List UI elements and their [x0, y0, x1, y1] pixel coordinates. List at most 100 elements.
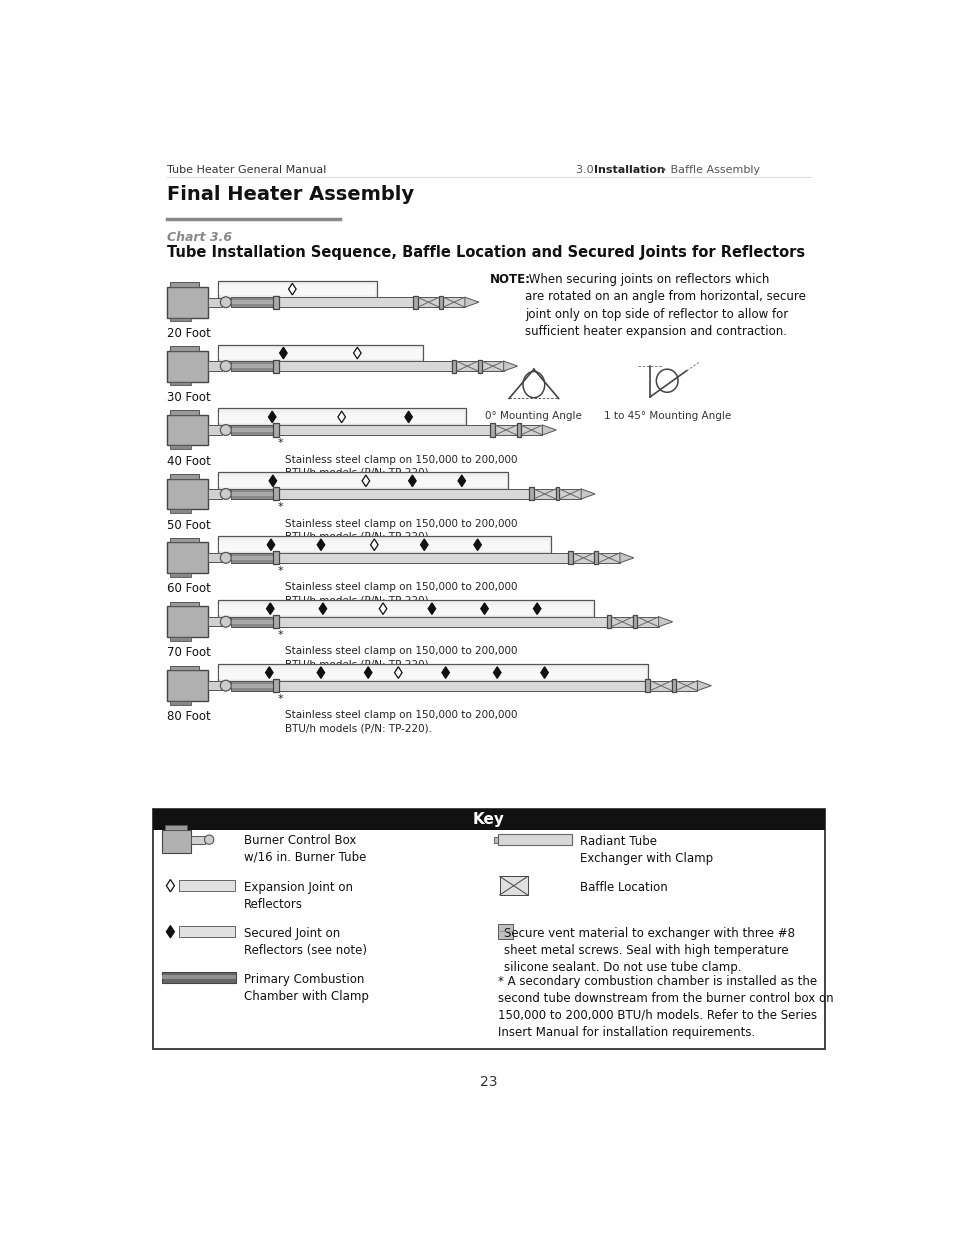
Bar — [217, 600, 593, 618]
Bar — [208, 553, 221, 562]
Polygon shape — [316, 667, 324, 678]
Bar — [171, 637, 191, 641]
Bar — [217, 472, 508, 489]
Text: Radiant Tube
Exchanger with Clamp: Radiant Tube Exchanger with Clamp — [579, 835, 713, 864]
Circle shape — [204, 835, 213, 845]
Bar — [162, 976, 235, 979]
Bar — [649, 680, 671, 690]
Bar — [162, 830, 192, 852]
Bar — [594, 551, 598, 564]
Text: 1 to 45° Mounting Angle: 1 to 45° Mounting Angle — [603, 411, 731, 421]
Bar — [208, 425, 221, 435]
Polygon shape — [428, 603, 436, 615]
Text: • Baffle Assembly: • Baffle Assembly — [657, 164, 760, 175]
Polygon shape — [408, 475, 416, 487]
Polygon shape — [319, 603, 326, 615]
Circle shape — [220, 552, 231, 563]
Text: 3.0: 3.0 — [576, 164, 597, 175]
Bar — [231, 553, 274, 563]
Polygon shape — [420, 538, 428, 551]
Bar — [637, 616, 658, 626]
Polygon shape — [540, 667, 548, 678]
Bar — [167, 671, 208, 701]
Polygon shape — [542, 425, 556, 435]
Bar — [231, 298, 274, 308]
Bar — [208, 618, 221, 626]
Text: 20 Foot: 20 Foot — [167, 327, 211, 340]
Bar — [217, 536, 550, 553]
Bar — [219, 541, 549, 551]
Polygon shape — [658, 616, 672, 626]
Bar — [633, 615, 637, 629]
Bar — [219, 412, 464, 424]
Bar — [606, 615, 611, 629]
Text: Secure vent material to exchanger with three #8
sheet metal screws. Seal with hi: Secure vent material to exchanger with t… — [504, 927, 795, 974]
Text: 23: 23 — [479, 1076, 497, 1089]
Bar — [278, 680, 645, 690]
Bar — [278, 425, 490, 435]
Bar — [439, 295, 443, 309]
Bar — [171, 282, 198, 287]
Circle shape — [220, 680, 231, 692]
Bar — [417, 298, 439, 308]
Circle shape — [220, 425, 231, 436]
Bar — [171, 382, 191, 385]
Bar — [231, 492, 274, 496]
Bar — [167, 478, 208, 509]
Bar — [274, 424, 278, 436]
Bar — [167, 606, 208, 637]
Polygon shape — [464, 298, 478, 308]
Text: *: * — [277, 438, 283, 448]
Text: Stainless steel clamp on 150,000 to 200,000
BTU/h models (P/N: TP-220).: Stainless steel clamp on 150,000 to 200,… — [285, 583, 517, 605]
Bar — [217, 409, 465, 425]
Bar — [192, 836, 205, 844]
Polygon shape — [619, 553, 633, 563]
Bar — [171, 446, 191, 450]
Text: Burner Control Box
w/16 in. Burner Tube: Burner Control Box w/16 in. Burner Tube — [244, 834, 366, 863]
Polygon shape — [337, 411, 345, 422]
Bar — [274, 359, 278, 373]
Bar — [572, 553, 594, 563]
Polygon shape — [288, 283, 295, 295]
Bar — [490, 424, 495, 436]
Bar — [208, 680, 221, 690]
Text: 80 Foot: 80 Foot — [167, 710, 211, 724]
Bar — [493, 836, 497, 842]
Text: Tube Heater General Manual: Tube Heater General Manual — [167, 164, 326, 175]
Bar — [274, 551, 278, 564]
Polygon shape — [316, 538, 324, 551]
Bar — [208, 489, 221, 499]
Bar — [167, 415, 208, 446]
Bar — [231, 616, 274, 626]
Text: 40 Foot: 40 Foot — [167, 454, 211, 468]
Bar — [179, 881, 235, 892]
Bar — [231, 364, 274, 368]
Polygon shape — [533, 603, 540, 615]
Bar — [171, 346, 198, 351]
Bar — [567, 551, 572, 564]
Text: Installation: Installation — [593, 164, 663, 175]
Bar — [231, 680, 274, 690]
Bar — [278, 489, 529, 499]
Bar — [171, 410, 198, 415]
Polygon shape — [457, 475, 465, 487]
Polygon shape — [265, 667, 273, 678]
Polygon shape — [404, 411, 412, 422]
Bar — [179, 926, 235, 937]
Text: 30 Foot: 30 Foot — [167, 390, 211, 404]
Text: 0° Mounting Angle: 0° Mounting Angle — [485, 411, 581, 421]
Bar — [231, 429, 274, 432]
Bar — [219, 668, 645, 679]
Bar — [231, 425, 274, 435]
Polygon shape — [279, 347, 287, 359]
Polygon shape — [480, 603, 488, 615]
Circle shape — [220, 361, 231, 372]
Bar — [499, 877, 527, 895]
Text: Baffle Location: Baffle Location — [579, 881, 667, 894]
Polygon shape — [266, 603, 274, 615]
Bar — [558, 489, 580, 499]
Bar — [152, 809, 824, 830]
Bar — [495, 425, 517, 435]
Bar — [517, 424, 520, 436]
Polygon shape — [267, 538, 274, 551]
